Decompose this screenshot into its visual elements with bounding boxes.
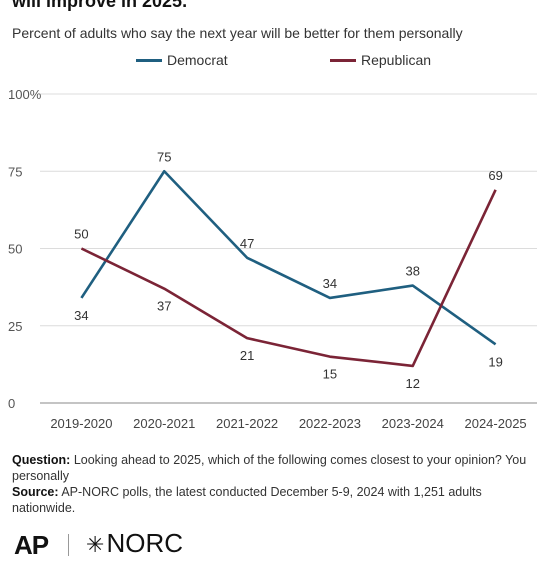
source-label: Source: bbox=[12, 485, 59, 499]
source-text: AP-NORC polls, the latest conducted Dece… bbox=[12, 485, 482, 515]
chart-subtitle: Percent of adults who say the next year … bbox=[12, 25, 463, 41]
data-label: 34 bbox=[323, 276, 337, 291]
data-label: 12 bbox=[406, 376, 420, 391]
x-tick-label: 2021-2022 bbox=[216, 416, 278, 431]
data-label: 21 bbox=[240, 348, 254, 363]
x-tick-label: 2024-2025 bbox=[464, 416, 526, 431]
legend-label-democrat: Democrat bbox=[167, 52, 228, 68]
legend-republican: Republican bbox=[330, 52, 431, 68]
data-label: 47 bbox=[240, 236, 254, 251]
x-tick-label: 2023-2024 bbox=[382, 416, 444, 431]
data-label: 69 bbox=[488, 168, 502, 183]
data-label: 37 bbox=[157, 299, 171, 314]
legend-swatch-republican bbox=[330, 58, 356, 62]
data-label: 75 bbox=[157, 149, 171, 164]
chart-notes: Question: Looking ahead to 2025, which o… bbox=[12, 452, 540, 516]
norc-star-icon: ✳ bbox=[86, 532, 105, 557]
legend-swatch-democrat bbox=[136, 58, 162, 62]
data-label: 15 bbox=[323, 367, 337, 382]
data-label: 34 bbox=[74, 308, 88, 323]
ap-logo: AP bbox=[14, 530, 49, 560]
norc-logo-text: NORC bbox=[106, 528, 183, 558]
y-tick-label: 50 bbox=[8, 242, 22, 257]
y-tick-label: 25 bbox=[8, 319, 22, 334]
legend-democrat: Democrat bbox=[136, 52, 228, 68]
data-label: 38 bbox=[406, 264, 420, 279]
x-tick-label: 2020-2021 bbox=[133, 416, 195, 431]
line-chart: 0 25 50 75 100% 2019-2020 2020-2021 2021-2022 20… bbox=[8, 87, 537, 431]
logo-divider bbox=[68, 534, 69, 556]
question-note: Question: Looking ahead to 2025, which o… bbox=[12, 452, 540, 484]
question-label: Question: bbox=[12, 453, 71, 467]
chart-title: will improve in 2025. bbox=[12, 0, 188, 11]
series-line-democrat bbox=[80, 169, 497, 346]
legend-label-republican: Republican bbox=[361, 52, 432, 68]
source-note: Source: AP-NORC polls, the latest conduc… bbox=[12, 484, 540, 516]
y-tick-label: 0 bbox=[8, 396, 15, 411]
x-tick-label: 2022-2023 bbox=[299, 416, 361, 431]
norc-logo: ✳NORC bbox=[86, 528, 183, 559]
y-tick-label: 75 bbox=[8, 164, 22, 179]
y-tick-label: 100% bbox=[8, 87, 42, 102]
series-line-republican bbox=[80, 189, 497, 368]
question-text: Looking ahead to 2025, which of the foll… bbox=[12, 453, 527, 483]
data-label: 19 bbox=[488, 354, 502, 369]
x-tick-label: 2019-2020 bbox=[50, 416, 112, 431]
data-label: 50 bbox=[74, 227, 88, 242]
